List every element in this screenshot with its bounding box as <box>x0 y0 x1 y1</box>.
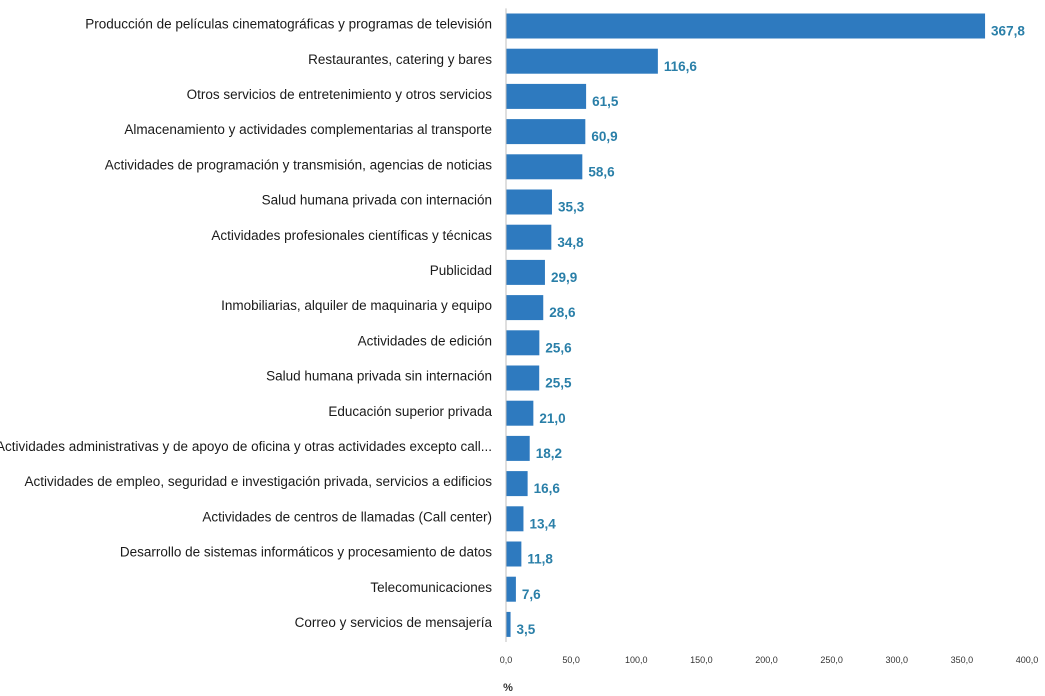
category-label: Salud humana privada con internación <box>262 193 492 208</box>
value-label: 34,8 <box>557 235 584 250</box>
value-label: 3,5 <box>517 622 536 637</box>
x-tick-label: 350,0 <box>951 655 974 665</box>
value-label: 11,8 <box>527 552 553 567</box>
bar <box>506 259 545 285</box>
bar <box>506 541 522 567</box>
bars-layer <box>506 13 986 637</box>
value-labels-layer: 367,8 116,6 61,5 60,9 58,6 35,3 34,8 29,9 28,6 25… <box>517 24 1026 637</box>
value-label: 35,3 <box>558 200 585 215</box>
bar <box>506 435 530 461</box>
category-label: Actividades profesionales científicas y … <box>211 228 492 243</box>
x-tick-label: 200,0 <box>755 655 778 665</box>
value-label: 60,9 <box>591 129 617 144</box>
x-tick-label: 50,0 <box>562 655 580 665</box>
category-label: Correo y servicios de mensajería <box>295 615 493 630</box>
x-tick-label: 300,0 <box>885 655 908 665</box>
bar <box>506 400 534 426</box>
category-label: Otros servicios de entretenimiento y otr… <box>187 87 493 102</box>
category-label: Actividades administrativas y de apoyo d… <box>0 439 492 454</box>
category-label: Inmobiliarias, alquiler de maquinaria y … <box>221 298 492 313</box>
value-label: 61,5 <box>592 94 619 109</box>
category-label: Telecomunicaciones <box>370 580 492 595</box>
bar <box>506 330 540 356</box>
category-label: Actividades de empleo, seguridad e inves… <box>24 474 492 489</box>
value-label: 13,4 <box>529 516 556 531</box>
bar <box>506 189 552 215</box>
value-label: 29,9 <box>551 270 577 285</box>
bar <box>506 48 658 74</box>
value-label: 367,8 <box>991 24 1025 39</box>
category-label: Almacenamiento y actividades complementa… <box>124 122 492 137</box>
value-label: 25,6 <box>545 340 572 355</box>
value-label: 21,0 <box>539 411 565 426</box>
category-label: Actividades de programación y transmisió… <box>105 157 492 172</box>
bar <box>506 365 540 391</box>
bar <box>506 224 552 250</box>
value-label: 25,5 <box>545 376 572 391</box>
category-label: Actividades de edición <box>358 333 492 348</box>
x-tick-label: 150,0 <box>690 655 713 665</box>
bar <box>506 119 586 145</box>
bar <box>506 611 511 637</box>
category-label: Salud humana privada sin internación <box>266 369 492 384</box>
category-label: Restaurantes, catering y bares <box>308 52 492 67</box>
category-label: Educación superior privada <box>328 404 492 419</box>
category-labels-layer: Producción de películas cinematográficas… <box>0 17 492 630</box>
bar <box>506 471 528 497</box>
x-axis-title: % <box>503 682 513 694</box>
x-tick-label: 0,0 <box>500 655 513 665</box>
x-tick-label: 100,0 <box>625 655 648 665</box>
bar <box>506 154 583 180</box>
category-label: Producción de películas cinematográficas… <box>85 17 492 32</box>
bar <box>506 13 986 39</box>
category-label: Actividades de centros de llamadas (Call… <box>202 509 492 524</box>
x-axis: 0,0 50,0 100,0 150,0 200,0 250,0 300,0 350,0 400… <box>500 8 1039 665</box>
value-label: 116,6 <box>664 59 698 74</box>
value-label: 7,6 <box>522 587 541 602</box>
value-label: 28,6 <box>549 305 576 320</box>
value-label: 16,6 <box>534 481 561 496</box>
bar <box>506 295 544 321</box>
category-label: Publicidad <box>430 263 492 278</box>
value-label: 58,6 <box>588 164 615 179</box>
category-label: Desarrollo de sistemas informáticos y pr… <box>120 545 492 560</box>
bar <box>506 83 587 109</box>
x-tick-label: 400,0 <box>1016 655 1039 665</box>
bar <box>506 506 524 532</box>
bar <box>506 576 516 602</box>
value-label: 18,2 <box>536 446 562 461</box>
x-tick-label: 250,0 <box>820 655 843 665</box>
